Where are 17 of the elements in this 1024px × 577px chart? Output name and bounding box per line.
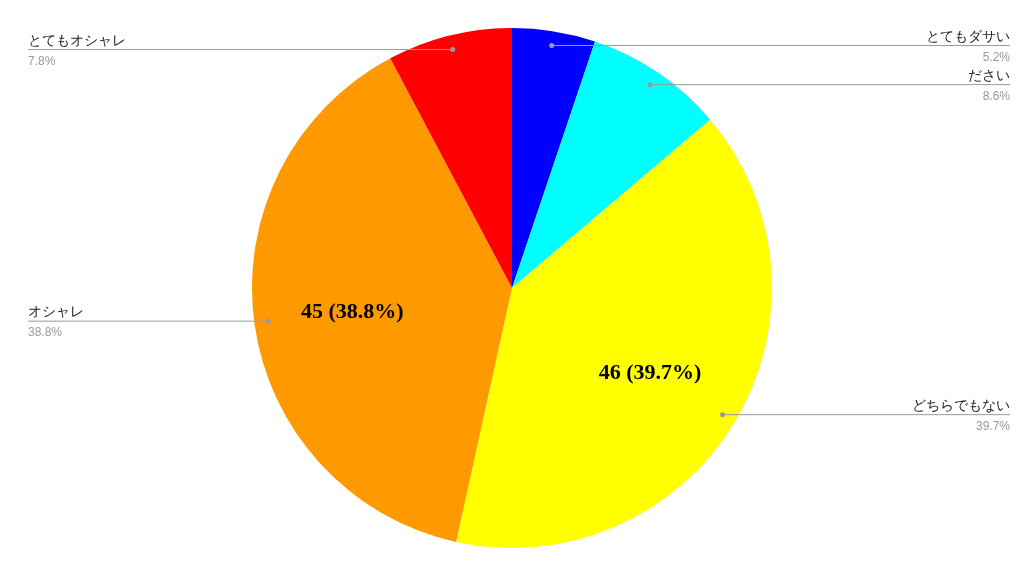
pie-slice <box>390 28 512 288</box>
text: 5.2% <box>982 49 1011 64</box>
slice-label: オシャレ <box>28 303 84 320</box>
text: 39.7% <box>975 418 1011 433</box>
data-label: 45 (38.8%) <box>300 297 404 323</box>
text: 38.8% <box>28 325 63 340</box>
slice-label: どちらでもない <box>912 396 1010 413</box>
pie-slice <box>456 119 772 548</box>
slice-label: とてもダサい <box>926 27 1010 44</box>
pie-slice <box>512 28 596 288</box>
slice-label: ださい <box>968 66 1010 83</box>
pie-slice <box>512 41 711 288</box>
slice-label: とてもオシャレ <box>28 31 126 48</box>
pie-slice <box>252 58 512 542</box>
data-label: 46 (39.7%) <box>598 359 702 385</box>
text: 8.6% <box>982 88 1011 103</box>
text: 7.8% <box>28 53 56 68</box>
